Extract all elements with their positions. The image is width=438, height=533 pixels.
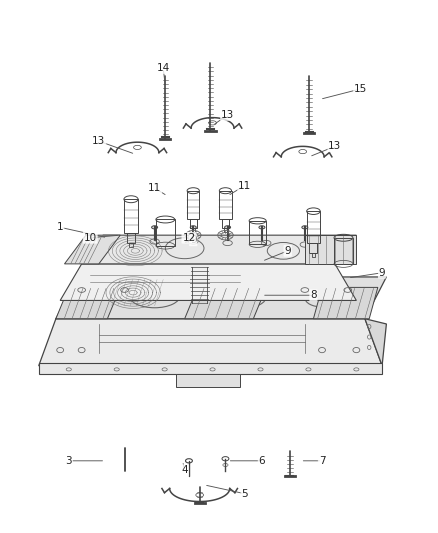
Polygon shape (176, 374, 240, 386)
Bar (192, 228, 195, 232)
Text: 10: 10 (84, 233, 97, 243)
Text: 8: 8 (310, 290, 317, 300)
Text: 5: 5 (241, 489, 248, 499)
Polygon shape (56, 287, 120, 319)
Text: 6: 6 (258, 456, 265, 466)
Text: 13: 13 (92, 136, 106, 146)
Bar (187, 191, 199, 220)
Bar (190, 220, 197, 228)
Bar (334, 238, 353, 264)
Polygon shape (39, 319, 382, 366)
Polygon shape (314, 287, 378, 319)
Bar (222, 220, 229, 228)
Polygon shape (365, 319, 386, 366)
Text: 11: 11 (148, 183, 161, 193)
Text: 15: 15 (354, 84, 367, 94)
Bar (156, 220, 175, 246)
Bar (124, 199, 138, 232)
Polygon shape (56, 277, 386, 319)
Text: 4: 4 (181, 465, 188, 475)
Bar (312, 253, 315, 257)
Text: 9: 9 (379, 268, 385, 278)
Text: 14: 14 (156, 63, 170, 73)
Polygon shape (305, 235, 357, 264)
Polygon shape (185, 287, 266, 319)
Text: 11: 11 (238, 181, 251, 190)
Polygon shape (81, 235, 357, 264)
Bar (224, 228, 227, 232)
Bar (309, 243, 318, 253)
Ellipse shape (190, 226, 196, 229)
Text: 3: 3 (65, 456, 72, 466)
Ellipse shape (259, 226, 265, 229)
Polygon shape (64, 235, 120, 264)
Text: 9: 9 (284, 246, 291, 256)
Ellipse shape (302, 226, 308, 229)
Text: 12: 12 (182, 233, 196, 243)
Text: 13: 13 (328, 141, 342, 151)
Bar (219, 191, 232, 220)
Ellipse shape (152, 226, 158, 229)
Bar (129, 243, 133, 247)
Text: 7: 7 (319, 456, 325, 466)
Text: 1: 1 (57, 222, 64, 232)
Text: 9: 9 (190, 236, 197, 245)
Ellipse shape (225, 226, 230, 229)
Text: 13: 13 (221, 110, 234, 120)
Bar (307, 211, 320, 243)
Bar (127, 232, 135, 243)
Polygon shape (60, 264, 357, 301)
Bar (249, 221, 266, 244)
Polygon shape (39, 363, 382, 374)
